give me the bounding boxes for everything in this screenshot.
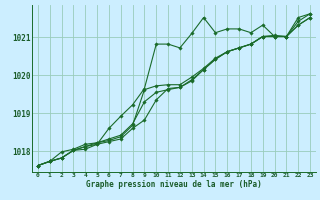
X-axis label: Graphe pression niveau de la mer (hPa): Graphe pression niveau de la mer (hPa) <box>86 180 262 189</box>
